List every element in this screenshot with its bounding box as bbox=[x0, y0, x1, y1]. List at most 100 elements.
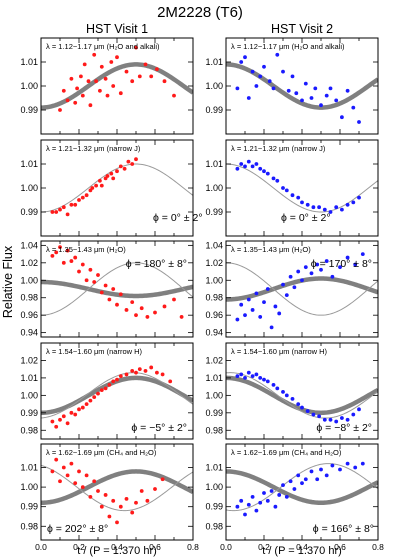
y-tick-label: 1.00 bbox=[205, 482, 223, 492]
data-point bbox=[103, 283, 108, 288]
data-point bbox=[111, 287, 116, 291]
data-point bbox=[134, 370, 138, 375]
data-point bbox=[246, 159, 251, 164]
data-point bbox=[99, 504, 104, 509]
data-point bbox=[179, 315, 184, 319]
data-point bbox=[65, 248, 70, 253]
data-point bbox=[172, 297, 176, 302]
data-point bbox=[80, 195, 85, 200]
data-point bbox=[103, 386, 108, 391]
data-point bbox=[103, 76, 108, 81]
data-point bbox=[315, 477, 320, 482]
data-point bbox=[88, 103, 93, 108]
data-point bbox=[94, 79, 98, 84]
data-point bbox=[65, 473, 70, 478]
data-point bbox=[345, 417, 350, 422]
data-point bbox=[324, 473, 329, 478]
data-point bbox=[281, 186, 285, 190]
data-point bbox=[77, 269, 81, 274]
data-point bbox=[313, 86, 318, 91]
data-point bbox=[118, 91, 123, 96]
y-tick-label: 1.01 bbox=[20, 373, 38, 383]
data-point bbox=[126, 159, 131, 164]
data-point bbox=[254, 84, 259, 88]
data-point bbox=[258, 315, 263, 319]
data-point bbox=[290, 74, 295, 79]
data-point bbox=[311, 412, 316, 417]
data-point bbox=[311, 205, 316, 210]
y-tick-label: 0.96 bbox=[205, 310, 223, 320]
figure-title: 2M2228 (T6) bbox=[157, 4, 243, 21]
data-point bbox=[54, 457, 59, 462]
data-point bbox=[345, 202, 350, 207]
y-tick-label: 1.01 bbox=[205, 57, 223, 67]
data-point bbox=[353, 262, 358, 267]
data-point bbox=[61, 205, 66, 210]
data-point bbox=[80, 262, 85, 267]
data-point bbox=[305, 202, 310, 207]
phase-label: ϕ = −8° ± 2° bbox=[316, 422, 372, 434]
data-point bbox=[246, 502, 251, 507]
data-point bbox=[130, 79, 135, 84]
data-point bbox=[305, 409, 310, 413]
chart-panel: 0.0 0.2 0.4 0.6 0.8 0.98 0.99 1.00 1.01 λ = 1.62−… bbox=[20, 443, 199, 552]
data-point bbox=[309, 271, 314, 276]
data-point bbox=[145, 315, 150, 319]
y-tick-label: 1.01 bbox=[20, 159, 38, 169]
model-curves bbox=[226, 52, 378, 124]
data-point bbox=[239, 60, 244, 64]
model-curves bbox=[226, 159, 378, 214]
data-point bbox=[160, 477, 165, 482]
y-tick-label: 1.00 bbox=[20, 81, 38, 91]
band-label: λ = 1.21−1.32 μm (narrow J) bbox=[46, 144, 141, 153]
data-point bbox=[61, 414, 66, 419]
data-point bbox=[315, 262, 320, 267]
data-point bbox=[137, 74, 142, 79]
y-tick-label: 0.98 bbox=[20, 521, 38, 531]
data-point bbox=[96, 391, 100, 396]
data-point bbox=[286, 88, 291, 93]
y-tick-label: 1.00 bbox=[20, 482, 38, 492]
data-point bbox=[309, 96, 314, 100]
data-point bbox=[134, 500, 138, 505]
data-point bbox=[258, 376, 263, 380]
data-point bbox=[80, 405, 85, 410]
data-point bbox=[246, 96, 251, 100]
data-point bbox=[303, 477, 308, 482]
band-label: λ = 1.54−1.60 μm (narrow H) bbox=[231, 347, 328, 356]
data-point bbox=[155, 370, 159, 375]
data-point bbox=[345, 461, 350, 466]
data-point bbox=[281, 389, 285, 394]
data-point bbox=[115, 169, 119, 174]
y-tick-label: 0.99 bbox=[205, 408, 223, 418]
x-tick-label: 0.2 bbox=[73, 542, 85, 552]
data-point bbox=[265, 171, 270, 176]
data-point bbox=[61, 465, 66, 470]
data-point bbox=[107, 297, 112, 302]
column-title-visit-2: HST Visit 2 bbox=[271, 22, 333, 36]
column-title-visit-1: HST Visit 1 bbox=[86, 22, 148, 36]
data-point bbox=[243, 55, 247, 60]
data-point bbox=[54, 424, 59, 429]
data-point bbox=[139, 489, 144, 493]
data-point bbox=[246, 297, 251, 302]
x-tick-label: 0.8 bbox=[187, 542, 199, 552]
data-point bbox=[50, 253, 55, 258]
data-point bbox=[143, 62, 148, 67]
data-point bbox=[319, 467, 323, 472]
data-point bbox=[360, 461, 365, 466]
data-point bbox=[267, 79, 272, 84]
data-point bbox=[250, 495, 255, 499]
data-point bbox=[130, 369, 135, 373]
phase-label: ϕ = 0° ± 2° bbox=[281, 212, 331, 224]
data-point bbox=[73, 481, 78, 486]
band-label: λ = 1.35−1.43 μm (H₂O) bbox=[46, 245, 126, 254]
data-point bbox=[65, 98, 70, 103]
data-point bbox=[103, 493, 108, 497]
data-point bbox=[357, 195, 361, 200]
data-point bbox=[145, 498, 150, 503]
data-point bbox=[262, 377, 266, 382]
data-point bbox=[79, 74, 83, 79]
data-point bbox=[130, 300, 135, 304]
model-curves bbox=[41, 457, 193, 525]
